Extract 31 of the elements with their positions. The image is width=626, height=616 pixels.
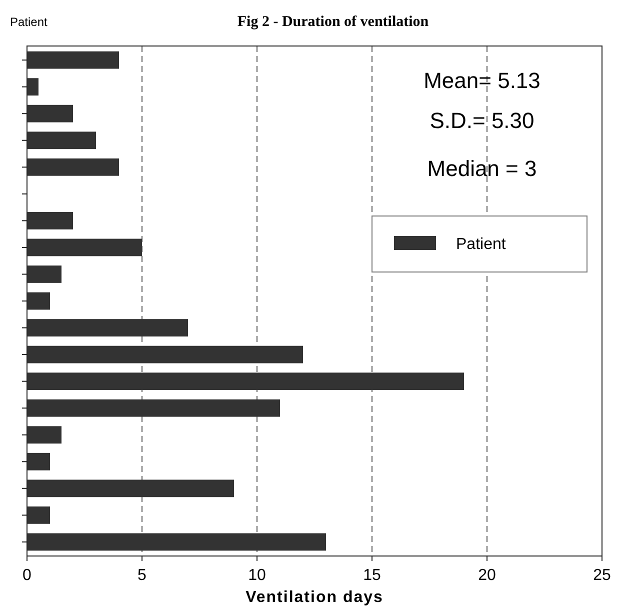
bar xyxy=(27,266,62,283)
bar xyxy=(27,346,303,364)
bar xyxy=(27,158,119,176)
bar xyxy=(27,212,73,230)
bar xyxy=(27,426,62,444)
bar xyxy=(27,399,280,417)
annotation: S.D.= 5.30 xyxy=(430,108,534,133)
bar xyxy=(27,506,50,524)
bar xyxy=(27,104,73,122)
annotation: Mean= 5.13 xyxy=(424,68,540,93)
annotation: Median = 3 xyxy=(427,156,537,181)
bar xyxy=(27,292,50,310)
x-tick-label: 5 xyxy=(138,567,147,584)
bar xyxy=(27,238,142,256)
bar xyxy=(27,480,234,498)
x-tick-label: 20 xyxy=(478,567,496,584)
bar xyxy=(27,452,50,470)
x-axis-title: Ventilation days xyxy=(246,589,384,606)
legend-label: Patient xyxy=(456,236,506,253)
bar xyxy=(27,51,119,69)
bar xyxy=(27,132,96,150)
x-tick-label: 25 xyxy=(593,567,611,584)
x-tick-label: 10 xyxy=(248,567,266,584)
bar xyxy=(27,372,464,390)
x-tick-label: 15 xyxy=(363,567,381,584)
bar xyxy=(27,78,38,96)
bar xyxy=(27,319,188,336)
y-axis-title: Patient xyxy=(10,15,48,29)
x-tick-label: 0 xyxy=(22,567,32,584)
chart-title: Fig 2 - Duration of ventilation xyxy=(237,14,430,30)
bar xyxy=(27,533,326,551)
